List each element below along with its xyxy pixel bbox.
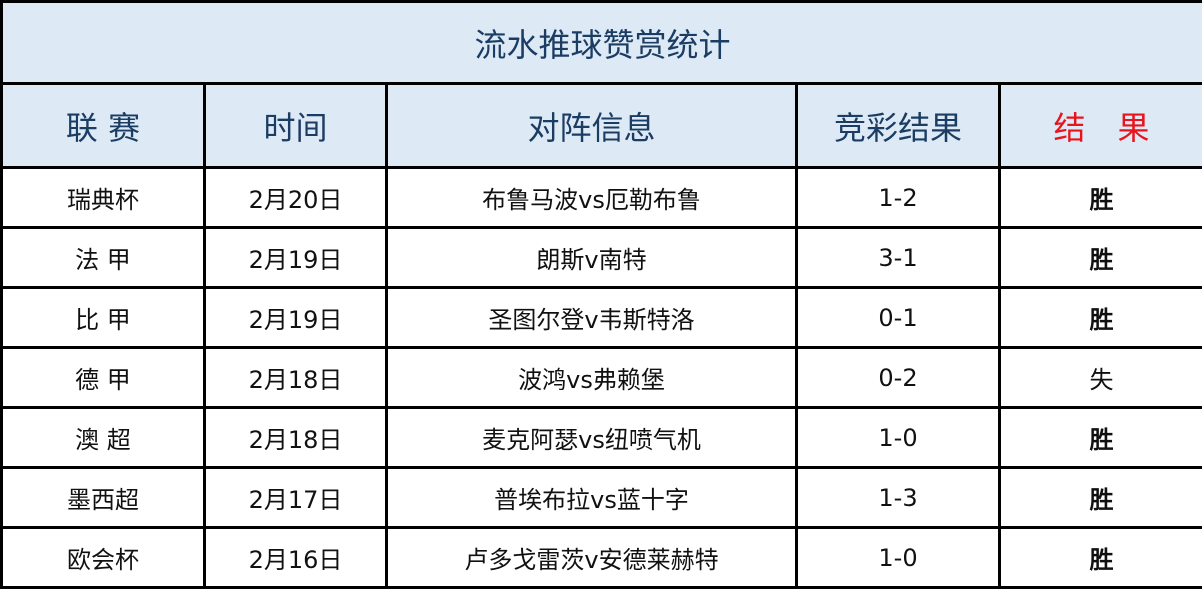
cell-result: 胜	[1000, 288, 1202, 348]
header-date: 时间	[205, 84, 387, 168]
cell-league: 墨西超	[2, 468, 205, 528]
cell-date: 2月16日	[205, 528, 387, 588]
cell-match: 朗斯v南特	[387, 228, 797, 288]
cell-league: 欧会杯	[2, 528, 205, 588]
cell-date: 2月20日	[205, 168, 387, 228]
cell-score: 3-1	[797, 228, 1000, 288]
cell-league: 瑞典杯	[2, 168, 205, 228]
header-score: 竞彩结果	[797, 84, 1000, 168]
cell-result: 胜	[1000, 468, 1202, 528]
cell-score: 0-1	[797, 288, 1000, 348]
cell-date: 2月18日	[205, 408, 387, 468]
cell-league: 法 甲	[2, 228, 205, 288]
cell-match: 麦克阿瑟vs纽喷气机	[387, 408, 797, 468]
header-row: 联 赛 时间 对阵信息 竞彩结果 结 果	[2, 84, 1202, 168]
table-title: 流水推球赞赏统计	[2, 2, 1202, 84]
cell-result: 失	[1000, 348, 1202, 408]
cell-league: 澳 超	[2, 408, 205, 468]
cell-match: 普埃布拉vs蓝十字	[387, 468, 797, 528]
cell-match: 卢多戈雷茨v安德莱赫特	[387, 528, 797, 588]
cell-match: 布鲁马波vs厄勒布鲁	[387, 168, 797, 228]
cell-match: 圣图尔登v韦斯特洛	[387, 288, 797, 348]
header-result: 结 果	[1000, 84, 1202, 168]
cell-score: 1-0	[797, 408, 1000, 468]
cell-score: 1-0	[797, 528, 1000, 588]
cell-result: 胜	[1000, 168, 1202, 228]
cell-result: 胜	[1000, 228, 1202, 288]
cell-date: 2月17日	[205, 468, 387, 528]
cell-league: 比 甲	[2, 288, 205, 348]
cell-score: 0-2	[797, 348, 1000, 408]
cell-score: 1-3	[797, 468, 1000, 528]
header-match: 对阵信息	[387, 84, 797, 168]
cell-score: 1-2	[797, 168, 1000, 228]
header-league: 联 赛	[2, 84, 205, 168]
cell-date: 2月19日	[205, 288, 387, 348]
cell-result: 胜	[1000, 528, 1202, 588]
cell-result: 胜	[1000, 408, 1202, 468]
cell-date: 2月18日	[205, 348, 387, 408]
cell-date: 2月19日	[205, 228, 387, 288]
cell-match: 波鸿vs弗赖堡	[387, 348, 797, 408]
cell-league: 德 甲	[2, 348, 205, 408]
